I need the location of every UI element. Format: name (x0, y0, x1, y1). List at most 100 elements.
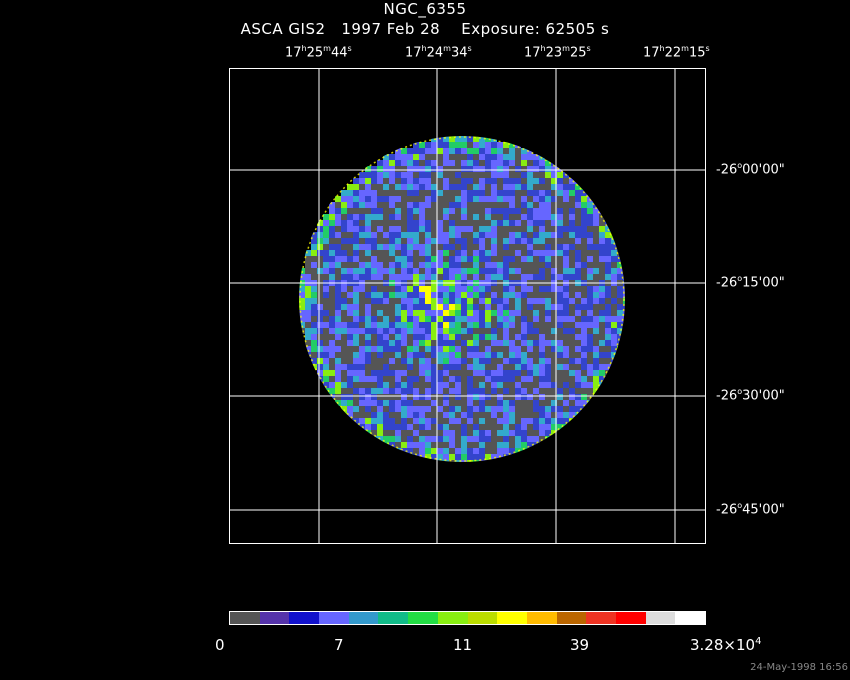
image-pixel (443, 406, 449, 412)
image-pixel (473, 334, 479, 340)
image-pixel (335, 364, 341, 370)
image-pixel (329, 220, 335, 226)
image-pixel (341, 298, 347, 304)
image-pixel (323, 340, 329, 346)
image-pixel (473, 292, 479, 298)
image-pixel (335, 238, 341, 244)
image-pixel (425, 454, 431, 460)
image-pixel (407, 238, 413, 244)
image-pixel (491, 418, 497, 424)
image-pixel (527, 286, 533, 292)
image-pixel (485, 442, 491, 448)
image-pixel (311, 352, 317, 358)
colorbar-swatch (497, 612, 527, 624)
image-pixel (503, 268, 509, 274)
image-pixel (359, 346, 365, 352)
image-pixel (383, 406, 389, 412)
image-pixel (605, 262, 611, 268)
image-pixel (581, 298, 587, 304)
image-pixel (569, 286, 575, 292)
image-pixel (413, 412, 419, 418)
image-pixel (371, 328, 377, 334)
image-pixel (467, 226, 473, 232)
image-pixel (395, 328, 401, 334)
image-pixel (539, 286, 545, 292)
image-pixel (407, 292, 413, 298)
image-pixel (605, 232, 611, 238)
image-pixel (545, 292, 551, 298)
image-pixel (575, 238, 581, 244)
image-pixel (479, 256, 485, 262)
image-frame (229, 68, 706, 544)
image-pixel (521, 400, 527, 406)
image-pixel (593, 340, 599, 346)
image-pixel (521, 178, 527, 184)
image-pixel (509, 256, 515, 262)
image-pixel (557, 382, 563, 388)
image-pixel (491, 406, 497, 412)
image-pixel (383, 394, 389, 400)
image-pixel (383, 358, 389, 364)
image-pixel (587, 316, 593, 322)
image-pixel (419, 298, 425, 304)
image-pixel (431, 310, 437, 316)
image-pixel (563, 364, 569, 370)
image-pixel (419, 448, 425, 454)
image-pixel (365, 418, 371, 424)
image-pixel (335, 382, 341, 388)
image-pixel (395, 352, 401, 358)
image-pixel (587, 202, 593, 208)
image-pixel (485, 460, 491, 462)
image-pixel (485, 406, 491, 412)
image-pixel (575, 184, 581, 190)
image-pixel (491, 256, 497, 262)
image-pixel (443, 262, 449, 268)
image-pixel (533, 334, 539, 340)
image-pixel (311, 322, 317, 328)
image-pixel (431, 328, 437, 334)
image-pixel (509, 370, 515, 376)
image-pixel (431, 370, 437, 376)
image-pixel (473, 256, 479, 262)
image-pixel (539, 262, 545, 268)
image-pixel (383, 274, 389, 280)
image-pixel (521, 196, 527, 202)
image-pixel (533, 328, 539, 334)
image-pixel (455, 166, 461, 172)
image-pixel (623, 292, 625, 298)
image-pixel (605, 322, 611, 328)
image-pixel (455, 172, 461, 178)
image-pixel (377, 238, 383, 244)
image-pixel (575, 340, 581, 346)
image-pixel (323, 274, 329, 280)
image-pixel (413, 388, 419, 394)
image-pixel (401, 274, 407, 280)
image-pixel (563, 388, 569, 394)
image-pixel (425, 184, 431, 190)
image-pixel (593, 310, 599, 316)
image-pixel (437, 256, 443, 262)
image-pixel (383, 262, 389, 268)
image-pixel (401, 400, 407, 406)
image-pixel (455, 382, 461, 388)
image-pixel (449, 304, 455, 310)
image-pixel (383, 328, 389, 334)
image-pixel (563, 334, 569, 340)
image-pixel (485, 232, 491, 238)
image-pixel (491, 160, 497, 166)
image-pixel (443, 448, 449, 454)
image-pixel (437, 142, 443, 148)
image-pixel (551, 304, 557, 310)
image-pixel (359, 382, 365, 388)
image-pixel (539, 352, 545, 358)
image-pixel (467, 178, 473, 184)
image-pixel (365, 262, 371, 268)
image-pixel (419, 238, 425, 244)
image-pixel (383, 202, 389, 208)
image-pixel (437, 316, 443, 322)
image-pixel (521, 304, 527, 310)
image-pixel (431, 292, 437, 298)
image-pixel (527, 316, 533, 322)
image-pixel (341, 304, 347, 310)
image-pixel (497, 370, 503, 376)
